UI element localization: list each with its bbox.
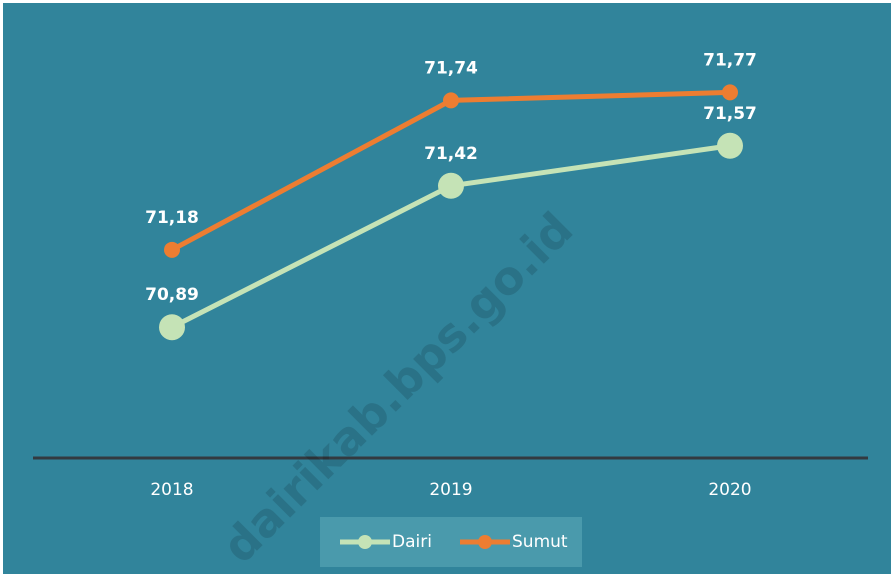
data-point [722,84,738,101]
legend-label: Dairi [392,532,432,552]
data-label: 71,57 [703,104,757,124]
x-tick-label: 2018 [150,480,193,500]
legend-label: Sumut [512,532,568,552]
data-label: 71,42 [424,144,478,164]
data-label: 71,74 [424,58,478,78]
data-point [438,172,464,199]
data-label: 70,89 [145,285,199,305]
data-point [717,132,743,159]
x-tick-label: 2019 [429,480,472,500]
data-label: 71,18 [145,208,199,228]
data-point [443,92,459,109]
data-point [164,241,180,258]
data-point [159,314,185,341]
legend-marker [478,535,492,549]
data-label: 71,77 [703,50,757,70]
x-tick-label: 2020 [708,480,751,500]
legend-marker [358,535,372,549]
